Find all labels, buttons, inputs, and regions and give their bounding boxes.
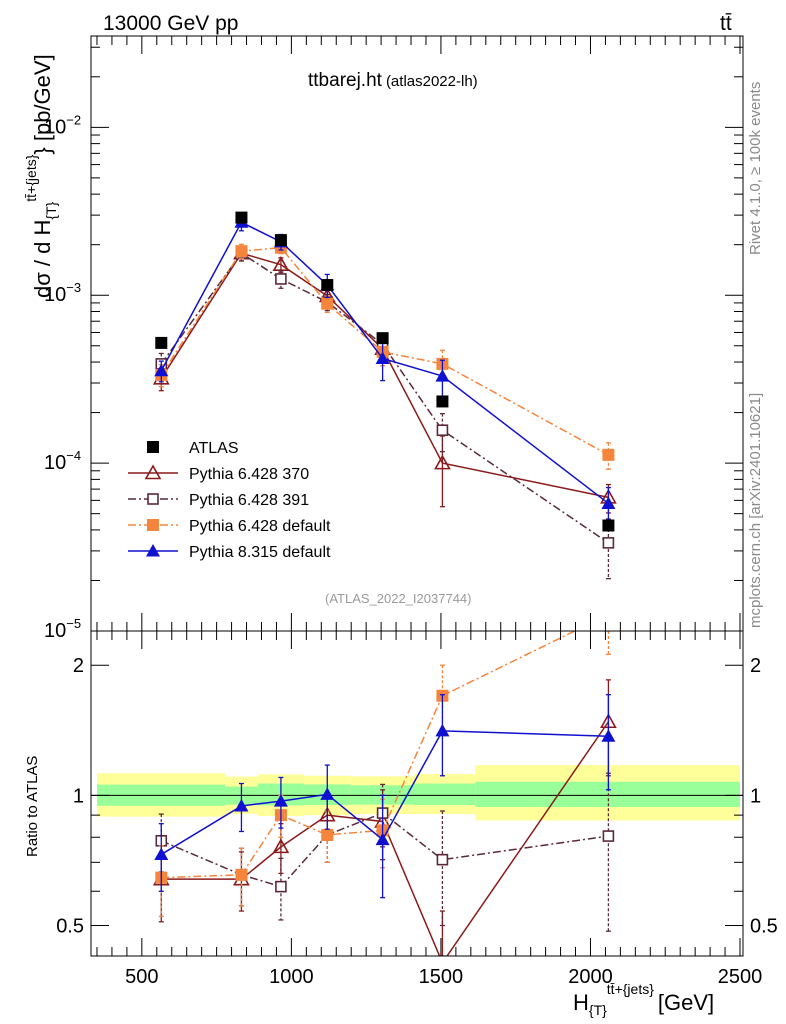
- main-point: [601, 496, 616, 509]
- x-title-unit: [GeV]: [658, 990, 714, 1015]
- ratio-series-pythia-8-315-default: [154, 693, 616, 899]
- main-point: [275, 273, 287, 285]
- plot-title-main: ttbarej.ht: [308, 70, 383, 91]
- ratio-point: [320, 787, 335, 800]
- ratio-point: [235, 868, 248, 881]
- x-title-sub: {T}: [589, 1002, 607, 1018]
- main-point: [274, 234, 287, 247]
- ratio-point: [275, 880, 287, 893]
- main-y-tick-label-exp: −5: [66, 616, 81, 631]
- legend-marker: [147, 493, 159, 505]
- ratio-point: [602, 830, 615, 842]
- analysis-label: (ATLAS_2022_I2037744): [325, 591, 471, 606]
- main-y-tick-label-exp: −4: [66, 448, 81, 463]
- process-label: tt̄: [720, 12, 732, 35]
- ratio-series-pythia-6-428-370: [152, 679, 617, 956]
- ratio-point: [272, 838, 290, 854]
- main-point: [235, 211, 248, 224]
- y-title-sup: tt̄+{jets}: [23, 154, 39, 201]
- ratio-y-tick-label-left: 1: [73, 785, 84, 807]
- ratio-point: [234, 798, 249, 812]
- ratio-y-tick-label-right: 1: [750, 785, 761, 807]
- main-y-tick-label: 10−4: [44, 448, 81, 474]
- x-title-sup: tt̄+{jets}: [607, 981, 654, 997]
- side-label-top: Rivet 4.1.0, ≥ 100k events: [747, 82, 764, 255]
- energy-label: 13000 GeV pp: [103, 12, 238, 35]
- main-y-tick-label: 10−2: [44, 112, 81, 138]
- legend-label: Pythia 6.428 391: [189, 492, 309, 509]
- main-point: [154, 363, 169, 377]
- legend-marker: [146, 544, 160, 557]
- main-point: [321, 297, 334, 310]
- legend: ATLAS Pythia 6.428 370 Pythia 6.428 391 Pyt…: [128, 440, 331, 561]
- ratio-y-tick-label-right: 2: [750, 655, 761, 677]
- y-title-main: dσ / d H: [30, 220, 55, 298]
- ratio-point: [273, 794, 288, 807]
- ratio-point: [321, 828, 334, 841]
- main-y-tick-label-base: 10: [44, 116, 66, 138]
- main-point: [602, 537, 615, 549]
- ratio-point: [375, 832, 390, 846]
- main-point: [436, 395, 449, 408]
- side-label-bottom: mcplots.cern.ch [arXiv:2401.10621]: [747, 393, 764, 628]
- ratio-point: [436, 853, 449, 866]
- main-point: [602, 519, 615, 532]
- legend-marker: [144, 464, 162, 480]
- ratio-y-axis-title: Ratio to ATLAS: [24, 756, 41, 857]
- x-tick-label: 2000: [568, 966, 613, 988]
- main-y-tick-label: 10−3: [44, 280, 81, 306]
- x-tick-label: 1500: [419, 966, 464, 988]
- x-tick-label: 2500: [718, 966, 763, 988]
- legend-label: Pythia 6.428 370: [189, 466, 309, 483]
- main-point: [155, 336, 168, 349]
- legend-label: Pythia 6.428 default: [189, 518, 331, 535]
- main-y-tick-label-exp: −2: [66, 112, 81, 127]
- x-title-main: H: [573, 990, 589, 1015]
- main-point: [435, 369, 450, 382]
- y-title-sub: {T}: [43, 201, 59, 219]
- main-y-tick-label-base: 10: [44, 284, 66, 306]
- ratio-band-inner: [414, 783, 476, 805]
- plot-title-sub: (atlas2022-lh): [386, 73, 478, 90]
- x-tick-label: 1000: [269, 966, 314, 988]
- ratio-band-inner: [475, 781, 741, 807]
- main-point: [602, 448, 615, 461]
- main-point: [235, 245, 248, 258]
- legend-label: ATLAS: [189, 440, 239, 457]
- x-axis-title: H{T}tt̄+{jets}[GeV]: [573, 981, 714, 1018]
- ratio-point: [601, 729, 616, 742]
- ratio-point: [154, 847, 169, 860]
- main-panel: 10−510−410−310−2 ttbarej.ht (atlas2022-lh…: [23, 35, 744, 642]
- ratio-frame: [90, 630, 744, 957]
- main-point: [436, 424, 449, 437]
- main-y-tick-label-base: 10: [44, 452, 66, 474]
- legend-label: Pythia 8.315 default: [189, 544, 331, 561]
- ratio-point: [435, 723, 450, 737]
- main-point: [375, 351, 390, 364]
- ratio-y-tick-label-left: 2: [73, 655, 84, 677]
- ratio-panel: 0.5 0.51 12 2500 1000 1500 2000 2500 Ratio to A…: [24, 630, 778, 988]
- plot-title: ttbarej.ht (atlas2022-lh): [308, 70, 478, 91]
- ratio-y-tick-label-right: 0.5: [750, 915, 778, 937]
- main-y-tick-label: 10−5: [44, 616, 81, 642]
- y-title-unit: } [pb/GeV]: [30, 54, 55, 154]
- main-point: [434, 454, 451, 470]
- legend-marker: [147, 441, 159, 453]
- main-series-atlas: [155, 211, 615, 532]
- main-y-tick-label-base: 10: [44, 620, 66, 642]
- main-y-tick-label-exp: −3: [66, 280, 81, 295]
- main-y-axis-title: dσ / d H{T}tt̄+{jets}} [pb/GeV]: [23, 54, 59, 298]
- main-series-line: [160, 252, 609, 499]
- x-tick-label: 500: [125, 966, 158, 988]
- ratio-y-tick-label-left: 0.5: [56, 915, 84, 937]
- legend-marker: [147, 519, 159, 531]
- main-point: [321, 279, 334, 292]
- main-point: [376, 332, 389, 345]
